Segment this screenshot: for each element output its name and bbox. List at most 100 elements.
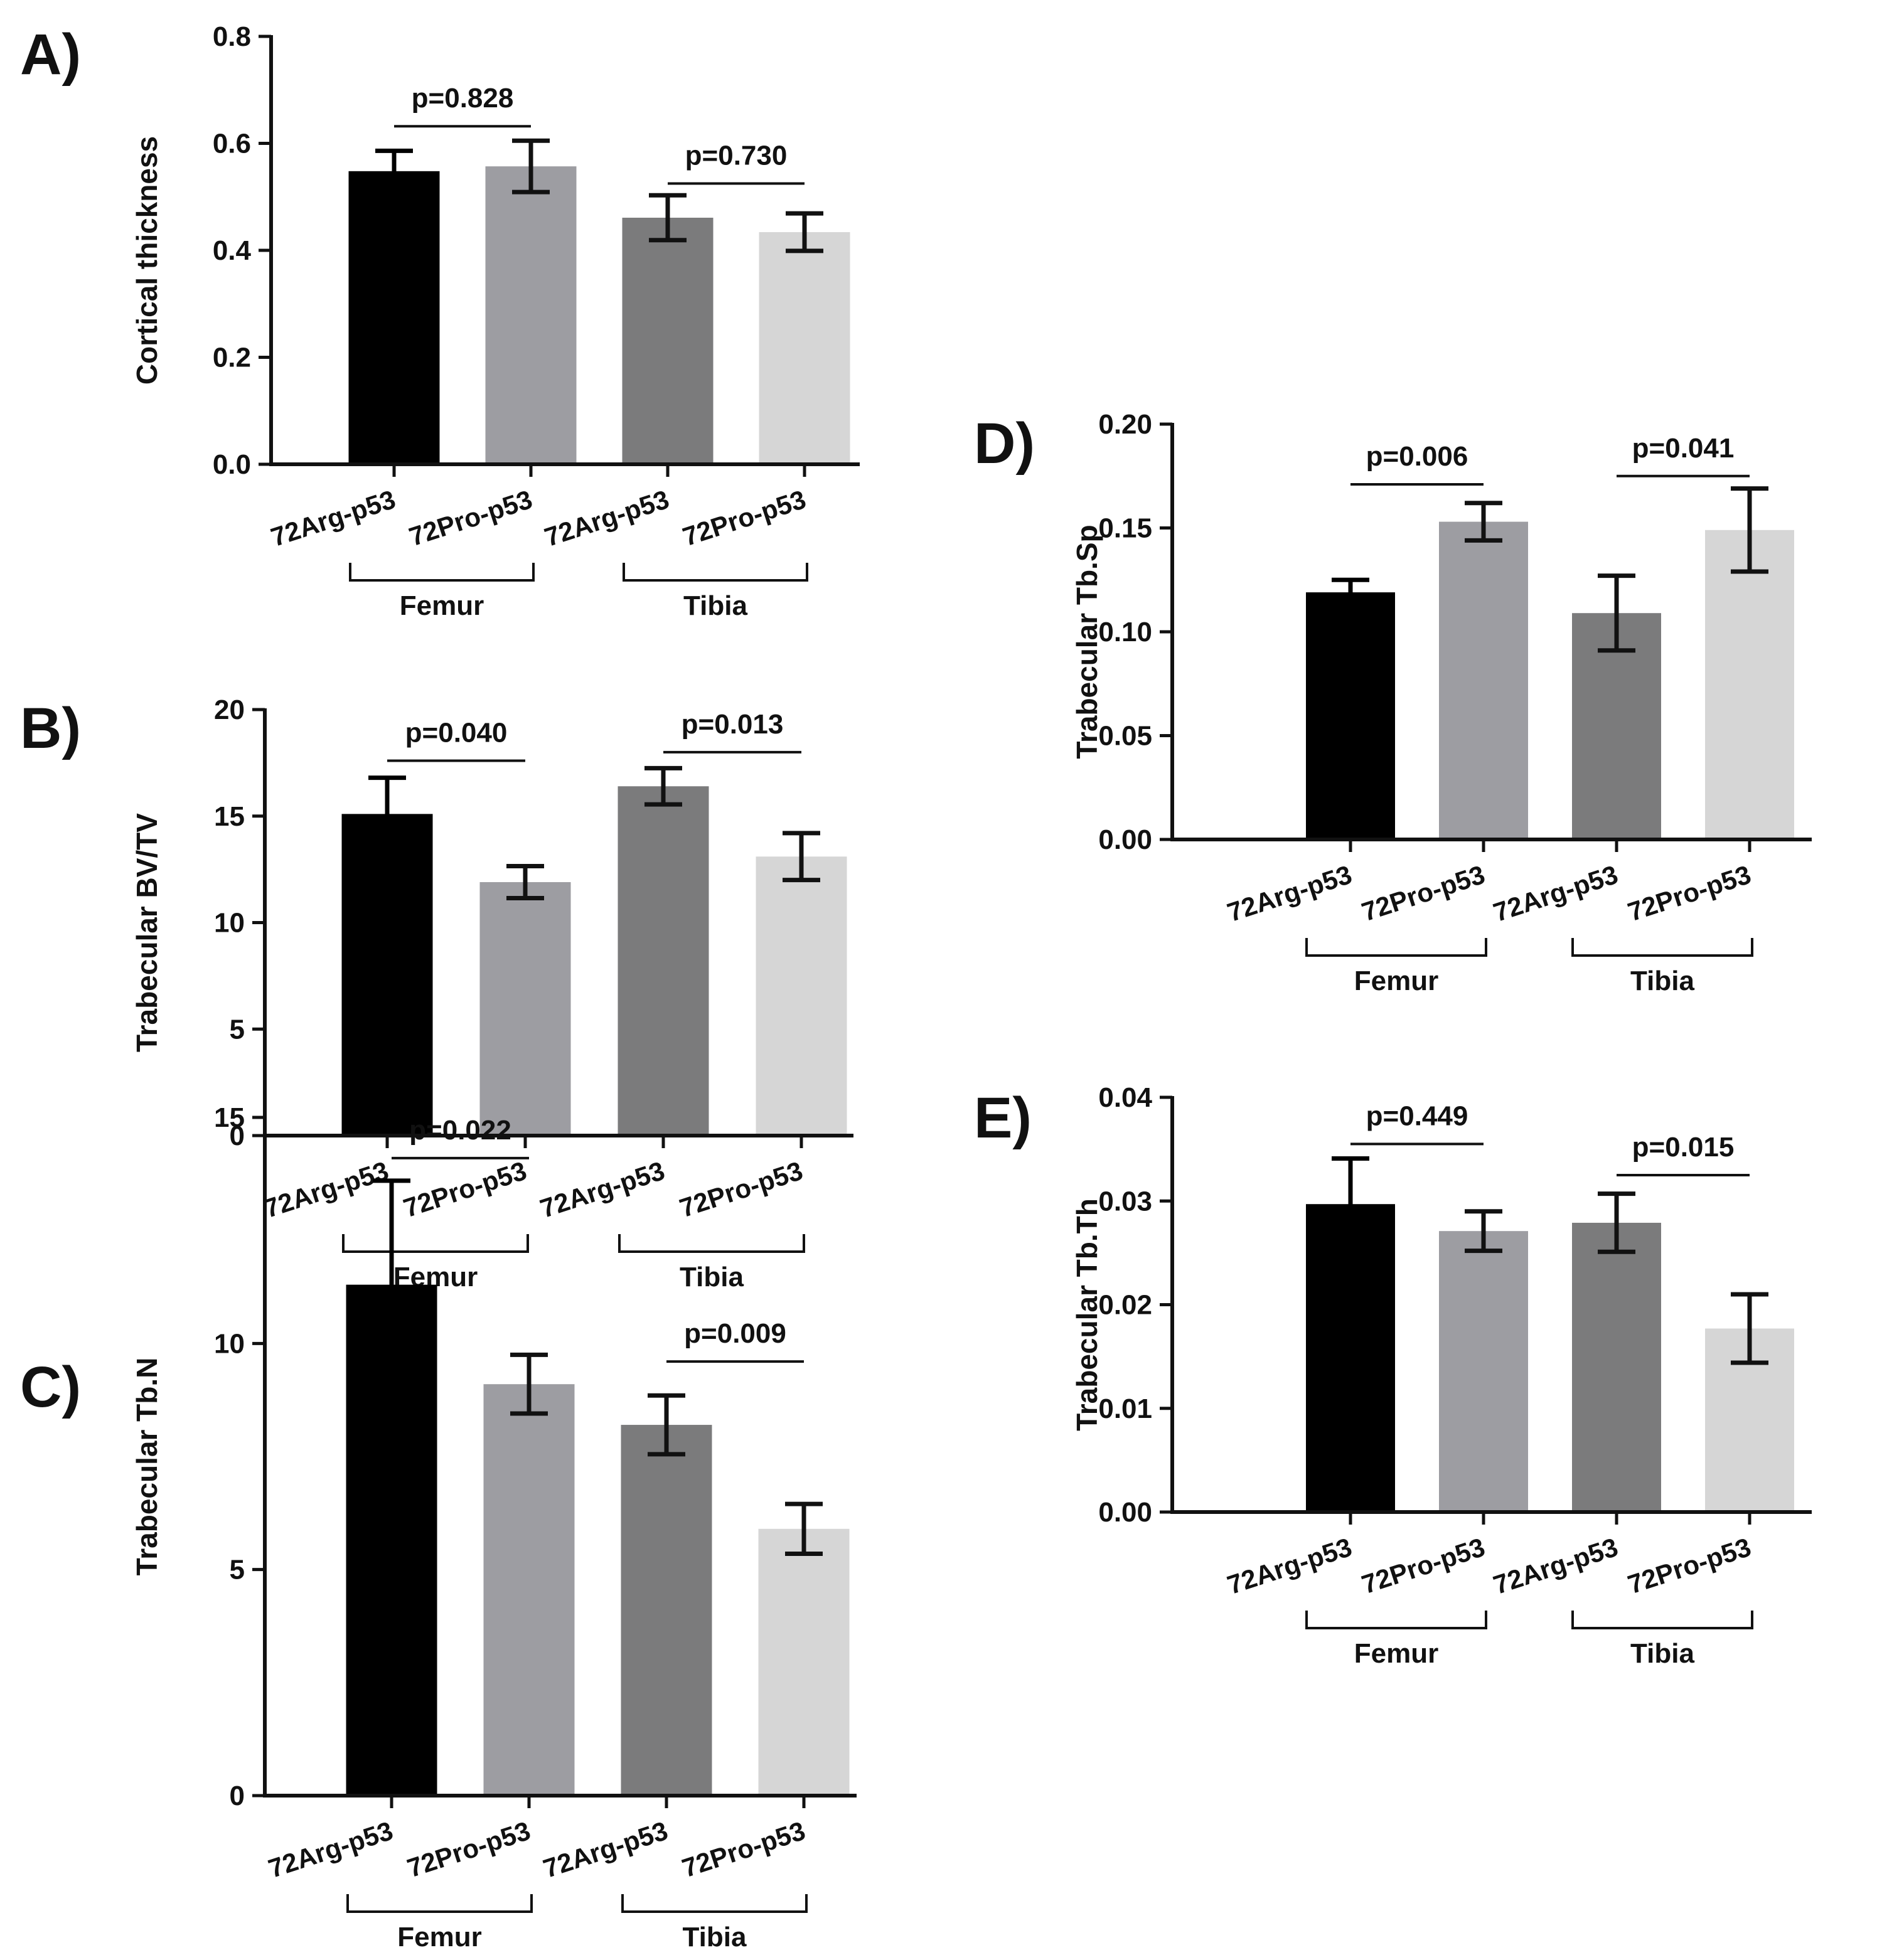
y-tick-label: 0.20 — [1098, 409, 1152, 440]
x-tick-label: 72Arg-p53 — [1224, 860, 1356, 927]
x-tick-label: 72Arg-p53 — [537, 1156, 668, 1223]
panel-label: E) — [974, 1086, 1032, 1150]
y-axis-title: Trabecular Tb.Th — [1071, 1198, 1103, 1431]
y-tick-label: 0.8 — [213, 21, 251, 52]
y-tick-label: 5 — [230, 1555, 245, 1585]
y-tick-label: 0.02 — [1098, 1290, 1152, 1321]
bar — [1306, 1204, 1395, 1512]
bar — [618, 786, 709, 1136]
p-value-label: p=0.022 — [409, 1115, 511, 1146]
panel-e: E) 0.00 0.01 0.02 0.03 0.04 Trabecular Tb.Th 72… — [974, 1082, 1812, 1669]
p-value-label: p=0.730 — [685, 140, 788, 171]
y-tick-label: 0.00 — [1098, 1497, 1152, 1528]
group-label: Tibia — [680, 1262, 744, 1292]
bar — [622, 217, 714, 464]
bar — [341, 814, 433, 1136]
group-bracket — [1305, 1611, 1487, 1629]
p-value-label: p=0.041 — [1632, 433, 1735, 464]
y-tick-label: 10 — [214, 908, 245, 939]
x-tick-label: 72Arg-p53 — [1224, 1532, 1356, 1600]
x-tick-label: 72Pro-p53 — [1358, 1532, 1489, 1599]
y-tick-label: 0.10 — [1098, 617, 1152, 647]
bar — [758, 1528, 850, 1796]
group-bracket — [618, 1234, 805, 1253]
group-label: Tibia — [683, 590, 747, 621]
y-axis-title: Trabecular BV/TV — [131, 813, 163, 1052]
y-tick-label: 15 — [214, 801, 245, 832]
y-tick-label: 0.01 — [1098, 1393, 1152, 1424]
y-tick-label: 0 — [230, 1781, 245, 1811]
group-label: Femur — [1354, 1638, 1438, 1669]
group-bracket — [621, 1894, 808, 1913]
y-tick-label: 10 — [214, 1328, 245, 1359]
group-label: Femur — [397, 1922, 481, 1952]
y-tick-label: 0.03 — [1098, 1186, 1152, 1217]
group-bracket — [1305, 938, 1487, 957]
y-tick-label: 0 — [230, 1121, 245, 1151]
panel-label: B) — [20, 696, 81, 760]
x-tick-label: 72Pro-p53 — [1624, 860, 1755, 927]
y-axis-title: Trabecular Tb.N — [131, 1358, 163, 1576]
bar — [1306, 592, 1395, 839]
group-bracket — [623, 563, 808, 582]
x-tick-label: 72Pro-p53 — [1624, 1532, 1755, 1599]
y-tick-label: 0.2 — [213, 343, 251, 373]
p-value-label: p=0.015 — [1632, 1132, 1735, 1163]
x-tick-label: 72Arg-p53 — [1490, 860, 1622, 927]
y-tick-label: 0.04 — [1098, 1082, 1152, 1113]
panel-label: D) — [974, 412, 1035, 476]
y-axis-title: Trabecular Tb.Sp — [1071, 525, 1103, 759]
y-tick-label: 20 — [214, 695, 245, 725]
group-label: Tibia — [683, 1922, 747, 1952]
y-tick-label: 15 — [214, 1102, 245, 1133]
group-label: Tibia — [1630, 966, 1694, 996]
group-bracket — [346, 1894, 533, 1913]
group-bracket — [1571, 938, 1753, 957]
group-bracket — [349, 563, 535, 582]
group-bracket — [1571, 1611, 1753, 1629]
group-label: Femur — [1354, 966, 1438, 996]
bar — [1572, 1222, 1661, 1512]
x-tick-label: 72Pro-p53 — [400, 1156, 530, 1223]
bar — [1439, 1231, 1528, 1512]
x-tick-label: 72Arg-p53 — [267, 484, 399, 552]
bar — [1439, 521, 1528, 839]
bar — [621, 1425, 712, 1796]
panel-label: C) — [20, 1355, 81, 1419]
x-tick-label: 72Arg-p53 — [540, 1816, 671, 1883]
p-value-label: p=0.006 — [1366, 441, 1468, 472]
bar — [1705, 530, 1794, 839]
bar — [759, 232, 850, 464]
bar — [485, 166, 577, 464]
x-tick-label: 72Arg-p53 — [541, 484, 673, 552]
x-tick-label: 72Arg-p53 — [260, 1156, 392, 1223]
x-tick-label: 72Pro-p53 — [404, 1816, 534, 1883]
group-bracket — [342, 1234, 529, 1253]
p-value-label: p=0.449 — [1366, 1100, 1468, 1131]
p-value-label: p=0.828 — [412, 83, 514, 114]
y-tick-label: 0.00 — [1098, 824, 1152, 855]
y-tick-label: 0.0 — [213, 449, 251, 480]
bar — [483, 1384, 575, 1796]
x-tick-label: 72Pro-p53 — [405, 484, 536, 551]
x-tick-label: 72Pro-p53 — [676, 1156, 806, 1223]
x-tick-label: 72Arg-p53 — [1490, 1532, 1622, 1600]
group-label: Tibia — [1630, 1638, 1694, 1669]
y-tick-label: 5 — [230, 1014, 245, 1045]
y-tick-label: 0.6 — [213, 129, 251, 159]
bar — [756, 856, 847, 1136]
bar — [348, 171, 440, 464]
y-tick-label: 0.15 — [1098, 513, 1152, 544]
y-axis-title: Cortical thickness — [131, 136, 163, 385]
x-tick-label: 72Pro-p53 — [1358, 860, 1489, 927]
bar — [479, 881, 571, 1136]
panel-label: A) — [20, 23, 81, 87]
x-tick-label: 72Pro-p53 — [679, 484, 810, 551]
x-tick-label: 72Arg-p53 — [265, 1816, 397, 1883]
p-value-label: p=0.009 — [684, 1318, 786, 1349]
panel-d: D) 0.00 0.05 0.10 0.15 0.20 Trabecular Tb.Sp 72… — [974, 409, 1812, 996]
x-tick-label: 72Pro-p53 — [678, 1816, 809, 1883]
y-tick-label: 0.4 — [213, 235, 252, 266]
